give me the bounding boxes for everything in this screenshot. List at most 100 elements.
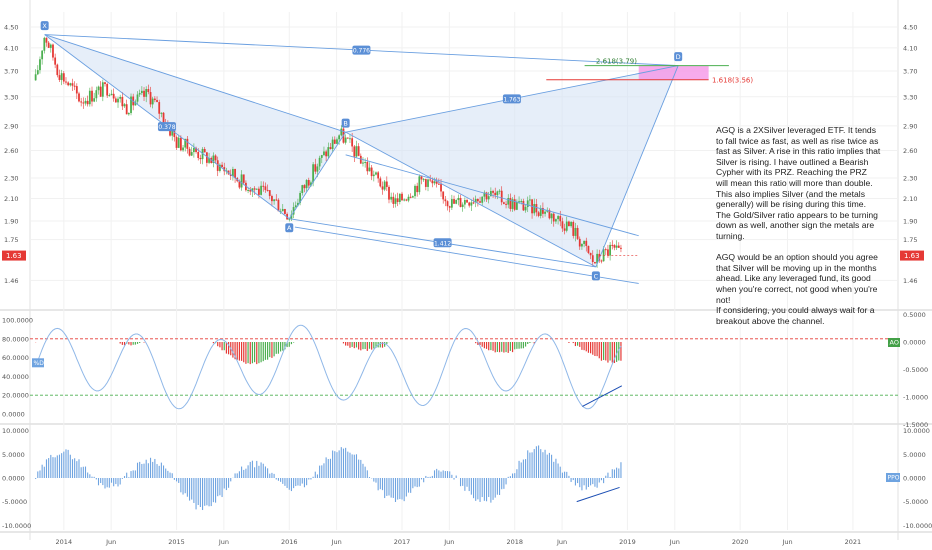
x-tick-label: Jun (443, 538, 454, 546)
candle-body (550, 213, 553, 219)
candle-body (234, 168, 236, 179)
candle-body (368, 167, 371, 172)
y-tick-label-left: 1.75 (4, 236, 18, 244)
candle-body (195, 147, 197, 152)
candle-body (481, 196, 484, 203)
candle-body (466, 199, 468, 203)
candle-body (448, 206, 451, 208)
candle-body (80, 101, 83, 103)
hist-y-tick-right: -10.0000 (903, 522, 932, 530)
candle-body (160, 112, 163, 114)
candle-body (559, 216, 562, 222)
candle-body (526, 200, 529, 208)
candle-body (457, 197, 460, 200)
candle-body (568, 221, 570, 227)
candle-body (305, 179, 308, 189)
candle-body (95, 90, 98, 99)
candle-body (262, 185, 265, 187)
candle-body (594, 262, 596, 264)
candle-body (459, 197, 462, 207)
analysis-note: AGQ is a 2XSilver leveraged ETF. It tend… (716, 125, 881, 337)
candle-body (604, 249, 607, 251)
candle-body (555, 219, 557, 222)
candle-body (489, 191, 492, 197)
candle-body (171, 130, 174, 136)
prz-upper-label: 2.618(3.79) (596, 58, 637, 66)
candle-body (251, 188, 254, 192)
candle-body (110, 93, 113, 96)
x-tick-label: Jun (556, 538, 567, 546)
main-price-panel: 2.618(3.79) 1.618(3.56) X A B C D 0.378 0.776 1… (2, 21, 924, 285)
candle-body (414, 185, 416, 197)
pattern-point-label: X (42, 22, 47, 30)
candle-body (320, 155, 323, 158)
candle-body (602, 249, 605, 262)
candle-body (205, 152, 208, 163)
candle-body (416, 185, 419, 193)
candle-body (143, 90, 145, 97)
candle-body (591, 255, 594, 263)
candle-body (86, 100, 89, 105)
candle-body (127, 113, 130, 115)
candle-body (583, 240, 585, 244)
ppo-tag-label: PPO (888, 475, 900, 482)
last-price-left-label: 1.63 (6, 252, 22, 260)
pattern-xab-fill (44, 34, 346, 219)
last-price-right-box (900, 250, 924, 261)
main-y-axis-left: 4.50 4.10 3.70 3.30 2.90 2.60 2.30 2.10 1.90 1.75… (4, 23, 18, 284)
x-tick-label: 2016 (281, 538, 298, 546)
candle-body (401, 193, 403, 201)
y-tick-label-right: 3.30 (903, 93, 917, 101)
candle-body (524, 207, 527, 211)
candle-body (240, 174, 243, 188)
candle-body (43, 37, 46, 51)
candle-body (307, 179, 310, 186)
candle-body (151, 98, 154, 105)
candle-body (149, 92, 152, 105)
candle-body (422, 179, 425, 181)
candle-body (444, 199, 447, 202)
candle-body (596, 253, 599, 264)
candle-body (385, 181, 388, 187)
candle-body (106, 84, 109, 96)
y-tick-label-left: 3.70 (4, 68, 18, 76)
candle-body (39, 59, 41, 71)
candle-body (589, 252, 592, 256)
candle-body (359, 155, 362, 164)
osc-y-tick-right: 0.5000 (903, 311, 926, 319)
pattern-point-box (591, 271, 600, 281)
candle-body (238, 181, 241, 188)
candle-body (600, 260, 603, 262)
candle-body (364, 162, 367, 164)
candle-body (446, 201, 449, 207)
candle-body (249, 189, 252, 192)
y-tick-label-right: 1.75 (903, 236, 917, 244)
y-tick-label-right: 3.70 (903, 68, 917, 76)
candle-body (513, 199, 516, 210)
candle-body (136, 94, 139, 102)
candle-body (617, 245, 620, 248)
candle-body (572, 222, 575, 236)
y-tick-label-right: 1.46 (903, 277, 917, 285)
y-tick-label-left: 1.46 (4, 277, 18, 285)
candle-body (576, 227, 579, 239)
y-tick-label-right: 2.90 (903, 122, 917, 130)
ratio-label: 1.763 (503, 96, 520, 103)
candle-body (140, 90, 143, 94)
candle-body (182, 147, 184, 151)
candle-body (312, 164, 315, 183)
candle-body (338, 135, 341, 140)
candle-body (232, 168, 234, 176)
pattern-point-label: A (287, 224, 292, 232)
candle-body (383, 181, 386, 190)
candle-body (379, 178, 382, 187)
candle-body (437, 183, 440, 185)
candle-body (509, 197, 512, 209)
osc-y-tick-right: -1.5000 (903, 421, 928, 429)
candle-body (264, 186, 267, 190)
candle-body (498, 190, 501, 192)
ratio-label: 0.776 (353, 48, 370, 55)
candle-body (390, 196, 393, 200)
candle-body (119, 96, 122, 99)
